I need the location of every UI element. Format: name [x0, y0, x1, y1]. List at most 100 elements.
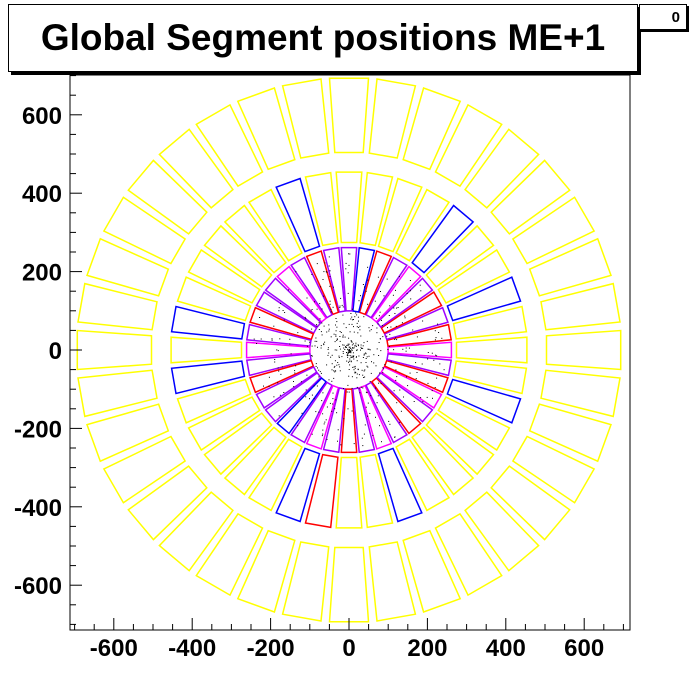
segment-point — [376, 348, 378, 350]
chamber-ME1-2-26 — [304, 453, 339, 529]
segment-point — [369, 349, 371, 351]
segment-point — [335, 318, 337, 319]
segment-point — [273, 325, 275, 327]
segment-point — [399, 421, 401, 423]
stats-box: 0 — [639, 4, 687, 30]
segment-point — [347, 344, 349, 346]
chamber-ME1-2-22 — [203, 412, 273, 476]
segment-point — [382, 368, 384, 370]
chamber-ME1-3-17 — [77, 282, 158, 331]
chamber-ME1-2-8 — [359, 171, 394, 247]
segment-point — [353, 443, 355, 445]
plot-frame-group — [69, 74, 631, 631]
segment-point — [347, 356, 349, 358]
chamber-ME1-2-24 — [247, 438, 303, 512]
segment-point — [336, 338, 338, 340]
chamber-ME1-1-32 — [376, 371, 434, 423]
chamber-ME1-2-33 — [437, 396, 511, 452]
segment-point — [349, 351, 351, 353]
segment-point — [348, 349, 350, 350]
segment-point — [337, 429, 339, 431]
chamber-ME1-1-2 — [383, 306, 449, 341]
segment-point — [367, 366, 369, 368]
segment-point — [395, 379, 397, 381]
segment-point — [369, 381, 371, 383]
chamber-ME1-3-28 — [368, 541, 417, 622]
segment-point — [413, 401, 415, 402]
segment-point — [355, 371, 357, 373]
chamber-ME1-3-9 — [328, 77, 370, 154]
chamber-ME1-1-24 — [290, 381, 333, 444]
segment-point — [339, 331, 341, 332]
chamber-ME1-1-20 — [249, 359, 315, 394]
segment-point — [435, 354, 437, 356]
segment-point — [315, 363, 317, 365]
segment-point — [334, 365, 336, 367]
segment-point — [256, 343, 258, 344]
segment-point — [260, 338, 262, 340]
chamber-ME1-1-14 — [264, 277, 322, 329]
segment-point — [356, 356, 357, 358]
segment-point — [311, 345, 313, 347]
segment-point — [351, 355, 353, 357]
segment-point — [352, 352, 354, 354]
segment-point — [294, 370, 296, 372]
segment-point — [368, 327, 370, 329]
chamber-ME1-1-9 — [340, 246, 358, 312]
segment-point — [343, 347, 345, 349]
chamber-ME1-2-35 — [452, 360, 528, 395]
segment-point — [389, 305, 391, 307]
segment-point — [392, 294, 394, 296]
segment-point — [309, 341, 311, 343]
segment-point — [339, 336, 341, 337]
segment-point — [328, 328, 330, 330]
segment-point — [437, 323, 439, 325]
segment-point — [373, 354, 375, 356]
segment-point — [396, 339, 398, 341]
segment-point — [336, 321, 338, 323]
chamber-ME1-1-1 — [386, 323, 453, 347]
segment-point — [427, 382, 429, 384]
chamber-ME1-3-22 — [127, 465, 208, 541]
y-tick-label: 600 — [22, 103, 62, 130]
segment-point — [361, 437, 363, 439]
segment-point — [352, 347, 353, 349]
segment-point — [351, 387, 353, 389]
segment-point — [376, 332, 378, 334]
segment-point — [305, 389, 307, 391]
segment-point — [371, 361, 372, 363]
chamber-ME1-3-34 — [528, 403, 612, 463]
segment-point — [387, 349, 389, 350]
segment-point — [324, 341, 326, 343]
segment-point — [347, 343, 349, 345]
segment-point — [328, 256, 330, 258]
segment-point — [342, 351, 344, 352]
segment-point — [347, 352, 349, 354]
segment-point — [421, 363, 423, 365]
segment-point — [329, 300, 331, 302]
segment-point — [358, 388, 360, 390]
segment-point — [408, 347, 410, 349]
segment-point — [331, 380, 333, 382]
chamber-ME1-3-6 — [434, 103, 503, 188]
segment-point — [364, 376, 366, 378]
segment-point — [386, 278, 388, 280]
segment-point — [331, 410, 333, 412]
segment-point — [319, 318, 321, 320]
segment-point — [399, 389, 401, 391]
chamber-ME1-1-4 — [376, 277, 434, 329]
segment-point — [271, 338, 273, 340]
chamber-ME1-2-14 — [203, 224, 273, 288]
segment-point — [352, 319, 354, 321]
segment-point — [419, 284, 421, 286]
segment-point — [268, 386, 270, 387]
segment-point — [341, 304, 343, 306]
segment-point — [332, 392, 334, 394]
segment-point — [378, 382, 380, 384]
segment-point — [431, 390, 433, 392]
segment-point — [380, 350, 382, 352]
segment-point — [439, 363, 441, 365]
segment-point — [361, 348, 363, 349]
segment-point — [321, 435, 323, 437]
segment-point — [322, 433, 324, 435]
